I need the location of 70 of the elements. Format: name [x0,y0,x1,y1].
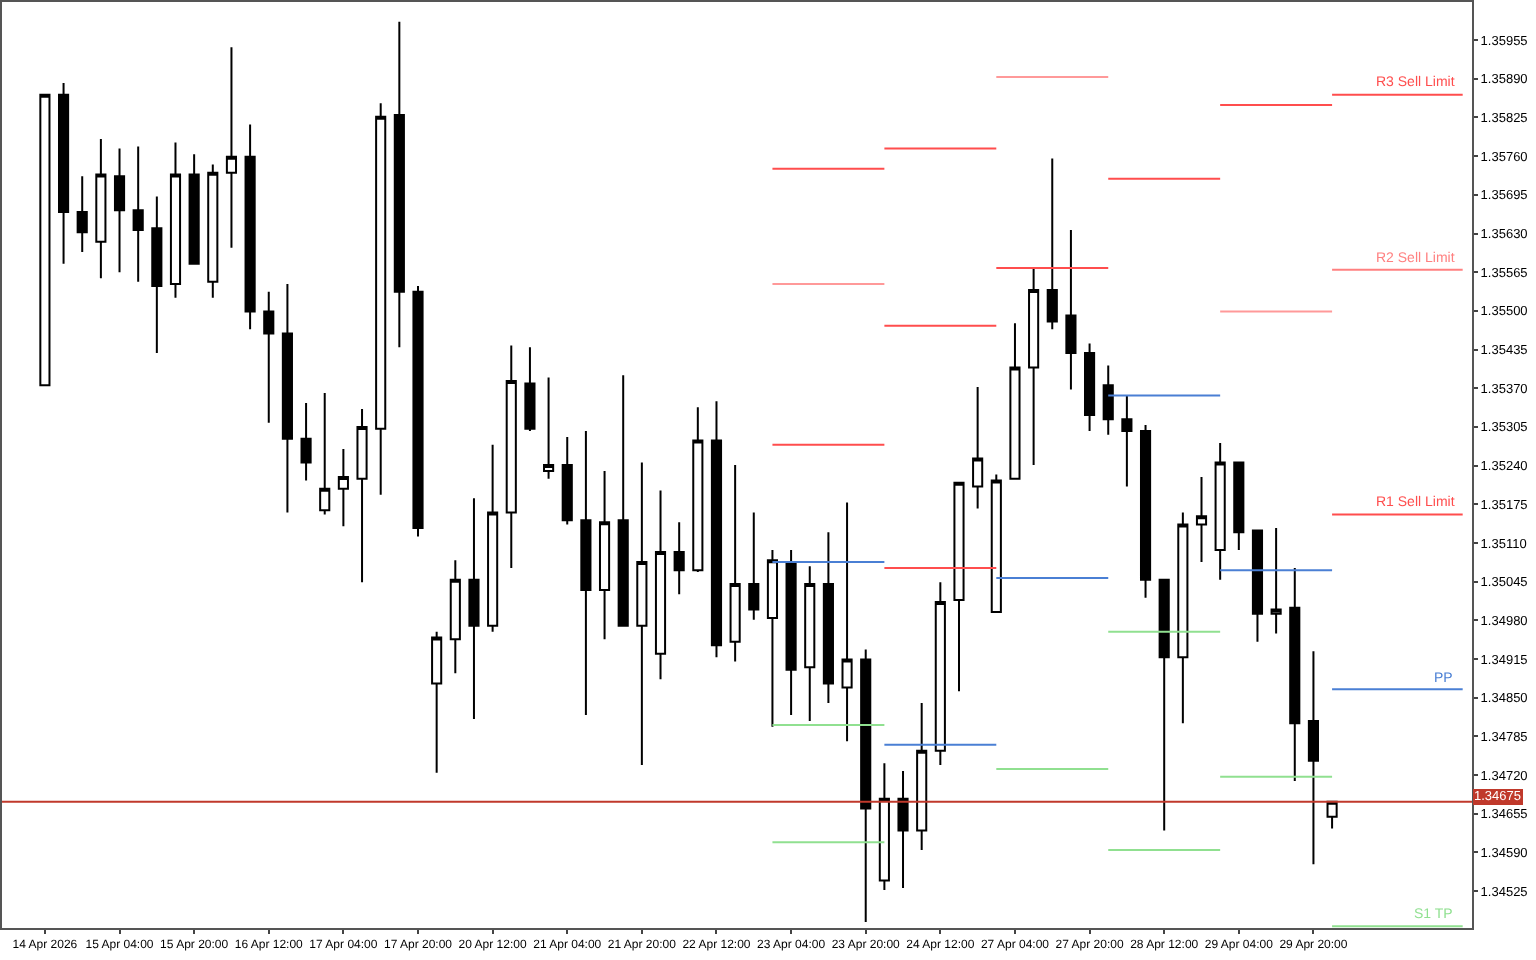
candlestick [505,344,517,569]
candlestick [1251,529,1264,643]
candlestick [934,581,946,766]
candlestick [337,447,349,528]
candlestick [58,81,70,265]
candlestick [1233,461,1245,552]
candlestick [1158,578,1170,832]
candlestick [281,283,293,514]
candlestick [617,374,629,627]
candlestick [673,521,685,596]
candlestick [468,497,480,721]
candlestick [1270,527,1282,635]
candlestick [431,630,443,774]
candlestick [1102,364,1114,436]
candlestick [916,702,928,852]
candlestick [207,163,219,299]
candlestick [487,443,499,633]
candlestick [300,402,312,482]
candlestick [524,346,536,433]
candlestick [151,195,163,355]
candlestick [972,386,984,510]
candlestick [76,175,88,253]
candlestick [95,137,107,280]
candlestick [748,511,760,621]
candlestick [375,102,387,496]
candlestick [39,93,51,387]
candlestick [692,406,704,574]
candlestick [1121,394,1133,488]
candlestick [654,489,667,681]
candlestick [636,461,648,766]
candlestick [1289,566,1301,782]
candlestick [543,376,555,480]
candlestick [561,436,573,526]
candlestick [822,531,834,705]
candlestick [1195,475,1208,563]
candlestick [1177,511,1189,725]
candlestick [990,473,1002,613]
candlestick [244,123,256,331]
candlestick [169,141,182,299]
candlestick [263,290,275,424]
candlestick [449,559,461,675]
candlestick [953,481,965,693]
candlestick [580,430,592,716]
candlestick [841,501,853,743]
candlestick [804,565,816,722]
candlestick [1046,157,1058,331]
candlestick [598,469,611,641]
candlestick [1028,267,1040,466]
candlestick [412,284,424,538]
candlestick [393,20,405,349]
candlestick [860,648,872,924]
candlestick [897,769,909,890]
candlestick [766,549,779,728]
candlestick [729,464,741,663]
candlestick [1326,800,1338,830]
candlestick [225,46,238,249]
candlestick [356,408,368,584]
candlestick [188,153,200,265]
candlestick [1307,650,1319,866]
candlestick [785,549,797,716]
candlestick [319,392,331,516]
candlestick [1139,424,1152,599]
candlestick [710,400,723,659]
candlestick [1214,441,1226,581]
candlestick [1065,228,1077,391]
candlestick [1009,322,1021,480]
candlestick [1084,342,1096,433]
candlestick [878,762,890,891]
candlestick [113,147,126,274]
candlestick [132,145,144,283]
